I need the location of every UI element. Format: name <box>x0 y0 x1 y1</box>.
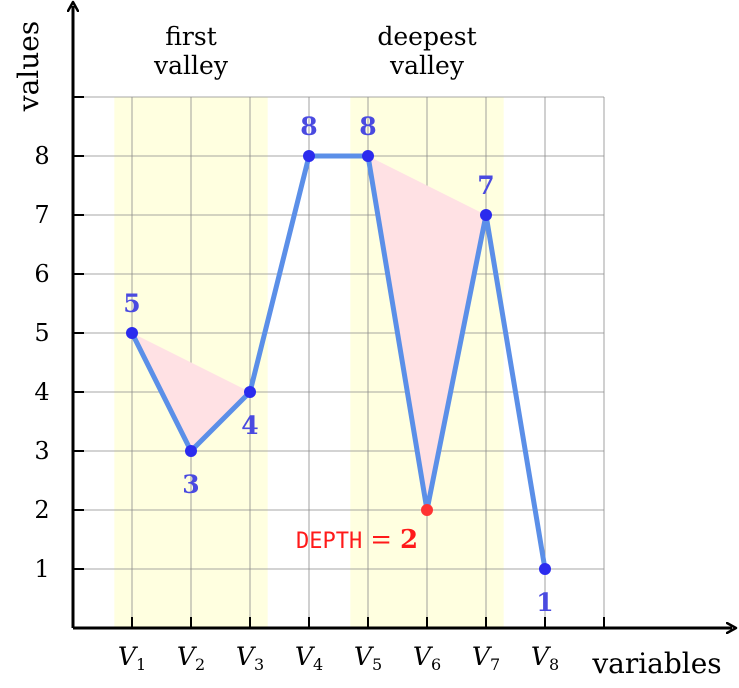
value-label-2: 3 <box>182 470 199 499</box>
x-tick-label-4: V4 <box>295 642 323 674</box>
data-point-7 <box>480 209 492 221</box>
region-label-1-line-1: first <box>165 22 217 51</box>
axes <box>73 6 732 628</box>
y-tick-label-8: 8 <box>34 142 49 170</box>
y-axis-label: values <box>12 21 45 112</box>
value-label-4: 8 <box>300 112 317 141</box>
region-label-2-line-2: valley <box>389 51 465 80</box>
y-tick-label-1: 1 <box>34 555 49 583</box>
x-tick-label-3: V3 <box>236 642 264 674</box>
value-label-1: 5 <box>123 289 140 318</box>
x-axis-label: variables <box>591 647 721 680</box>
x-tick-label-7: V7 <box>472 642 500 674</box>
depth-text: DEPTH = 2 <box>296 525 418 555</box>
y-tick-label-6: 6 <box>34 260 49 288</box>
data-points: 5 3 4 8 8 7 1 <box>123 112 553 617</box>
y-tick-label-7: 7 <box>34 201 49 229</box>
data-point-6 <box>421 504 433 516</box>
data-point-8 <box>539 563 551 575</box>
x-tick-label-5: V5 <box>354 642 382 674</box>
series-polyline <box>129 153 548 572</box>
value-label-5: 8 <box>359 112 376 141</box>
region-label-2-line-1: deepest <box>377 22 476 51</box>
x-tick-label-8: V8 <box>531 642 559 674</box>
depth-annotation: DEPTH = 2 <box>296 525 418 555</box>
region-label-1-line-2: valley <box>153 51 229 80</box>
value-label-7: 7 <box>477 171 494 200</box>
ticks: 1 2 3 4 5 6 7 8 V1 V2 V3 V4 V5 V6 V7 V8 <box>34 96 605 674</box>
x-tick-label-6: V6 <box>413 642 441 674</box>
series-line <box>129 153 548 572</box>
data-point-5 <box>362 150 374 162</box>
value-label-3: 4 <box>241 411 258 440</box>
data-point-4 <box>303 150 315 162</box>
valley-triangle-2 <box>368 156 486 510</box>
y-tick-label-3: 3 <box>34 437 49 465</box>
data-point-1 <box>126 327 138 339</box>
y-tick-label-5: 5 <box>34 319 49 347</box>
y-tick-label-2: 2 <box>34 496 49 524</box>
x-tick-label-1: V1 <box>118 642 146 674</box>
value-label-8: 1 <box>536 588 553 617</box>
data-point-2 <box>185 445 197 457</box>
x-tick-label-2: V2 <box>177 642 205 674</box>
y-tick-label-4: 4 <box>34 378 49 406</box>
data-point-3 <box>244 386 256 398</box>
labels: values variables <box>12 21 722 680</box>
